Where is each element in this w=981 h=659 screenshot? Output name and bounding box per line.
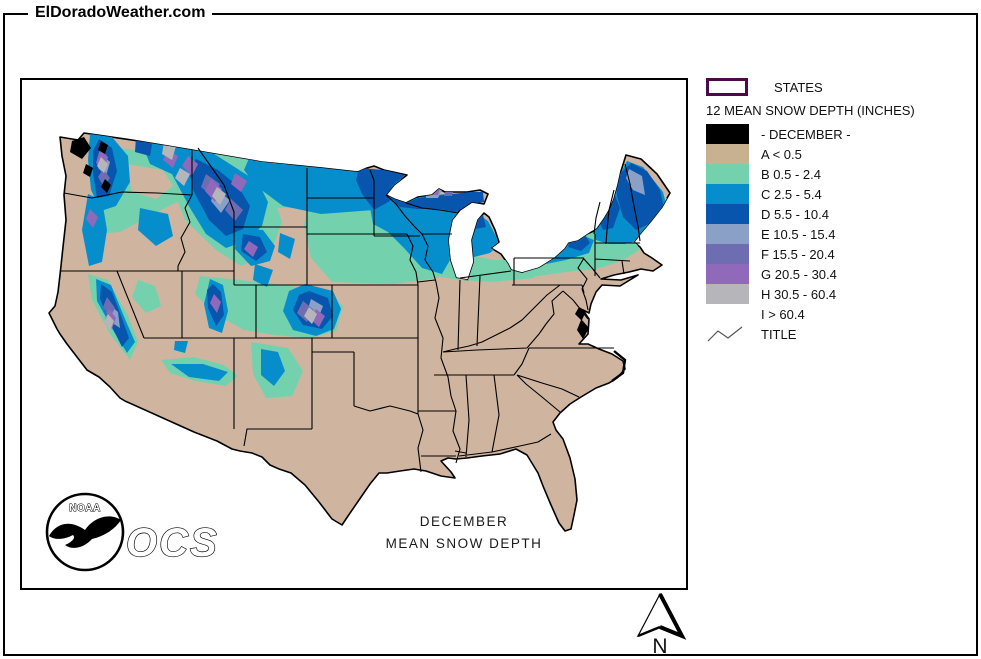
legend-title: 12 MEAN SNOW DEPTH (INCHES) bbox=[706, 103, 915, 118]
snow-region-deepest bbox=[70, 137, 111, 193]
legend-swatch-f bbox=[706, 244, 749, 264]
legend-row: D 5.5 - 10.4 bbox=[706, 204, 956, 224]
legend-swatch-e bbox=[706, 224, 749, 244]
states-swatch bbox=[706, 78, 748, 96]
snow-depth-map: NOAA OCS DECEMBER MEAN SNOW DEPTH bbox=[45, 132, 671, 572]
legend-row: I > 60.4 bbox=[706, 304, 956, 324]
legend-swatch-a bbox=[706, 144, 749, 164]
north-arrow-bold-edge bbox=[658, 593, 687, 640]
noaa-logo-text: NOAA bbox=[69, 503, 100, 514]
legend-swatch-d bbox=[706, 204, 749, 224]
legend-swatch-g bbox=[706, 264, 749, 284]
legend-states-row: STATES bbox=[706, 76, 956, 98]
noaa-logo: NOAA bbox=[45, 492, 125, 572]
outer-banks bbox=[611, 350, 627, 382]
noaa-bird-icon bbox=[49, 516, 121, 548]
legend-row: H 30.5 - 60.4 bbox=[706, 284, 956, 304]
state-boundaries bbox=[60, 147, 641, 473]
north-label: N bbox=[652, 635, 667, 656]
snow-region-h bbox=[97, 142, 317, 331]
north-arrow-base-edge bbox=[637, 625, 661, 638]
ocs-logo-text: OCS bbox=[126, 521, 219, 565]
site-title: ElDoradoWeather.com bbox=[28, 3, 213, 23]
columbia-basin-tan bbox=[126, 164, 173, 199]
legend-row: A < 0.5 bbox=[706, 144, 956, 164]
legend-swatch-c bbox=[706, 184, 749, 204]
legend-row: E 10.5 - 15.4 bbox=[706, 224, 956, 244]
map-frame: NOAA OCS DECEMBER MEAN SNOW DEPTH bbox=[20, 78, 688, 590]
map-title-line2: MEAN SNOW DEPTH bbox=[386, 536, 543, 551]
legend-row: G 20.5 - 30.4 bbox=[706, 264, 956, 284]
legend-row: C 2.5 - 5.4 bbox=[706, 184, 956, 204]
legend-swatch-december bbox=[706, 124, 749, 144]
map-title-line1: DECEMBER bbox=[420, 514, 509, 529]
legend-swatch-b bbox=[706, 164, 749, 184]
chesapeake-bay bbox=[575, 307, 589, 339]
legend-row: - DECEMBER - bbox=[706, 124, 956, 144]
north-arrow: N bbox=[636, 592, 687, 656]
legend-row: F 15.5 - 20.4 bbox=[706, 244, 956, 264]
zigzag-line-icon bbox=[707, 326, 743, 342]
states-label: STATES bbox=[774, 79, 823, 95]
legend: STATES 12 MEAN SNOW DEPTH (INCHES) - DEC… bbox=[706, 76, 956, 344]
north-arrow-outline bbox=[636, 592, 684, 638]
legend-row: TITLE bbox=[706, 324, 956, 344]
page-border bbox=[3, 13, 978, 656]
legend-row: B 0.5 - 2.4 bbox=[706, 164, 956, 184]
legend-swatch-h bbox=[706, 284, 749, 304]
legend-swatch-i bbox=[706, 304, 749, 324]
